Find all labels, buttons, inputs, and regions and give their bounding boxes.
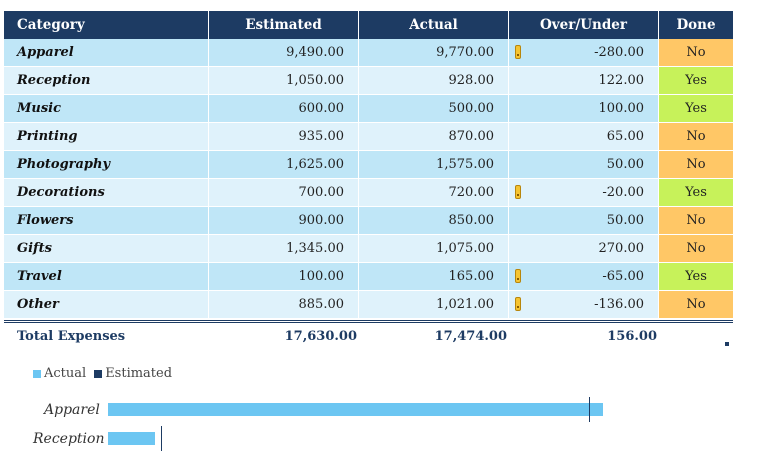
- table-row: Printing 935.00 870.00 65.00 No: [4, 123, 733, 151]
- cell-actual[interactable]: 500.00: [359, 95, 509, 123]
- cell-category[interactable]: Music: [4, 95, 209, 123]
- cell-over-under[interactable]: -65.00: [509, 263, 659, 291]
- cell-done[interactable]: No: [659, 207, 733, 235]
- table-row: Gifts 1,345.00 1,075.00 270.00 No: [4, 235, 733, 263]
- cell-estimated[interactable]: 9,490.00: [209, 39, 359, 67]
- total-estimated[interactable]: 17,630.00: [284, 328, 357, 344]
- cell-actual[interactable]: 720.00: [359, 179, 509, 207]
- cell-done[interactable]: No: [659, 123, 733, 151]
- cell-actual[interactable]: 9,770.00: [359, 39, 509, 67]
- expense-table: Category Estimated Actual Over/Under Don…: [4, 11, 733, 349]
- cell-over-under[interactable]: 122.00: [509, 67, 659, 95]
- table-resize-handle[interactable]: [725, 342, 729, 346]
- header-over-under[interactable]: Over/Under: [509, 11, 659, 39]
- warning-icon[interactable]: [515, 185, 521, 199]
- cell-over-under[interactable]: -280.00: [509, 39, 659, 67]
- cell-category[interactable]: Travel: [4, 263, 209, 291]
- table-row: Flowers 900.00 850.00 50.00 No: [4, 207, 733, 235]
- chart-category-label: Apparel: [44, 402, 100, 418]
- cell-over-under[interactable]: 50.00: [509, 207, 659, 235]
- warning-icon[interactable]: [515, 269, 521, 283]
- cell-done[interactable]: Yes: [659, 67, 733, 95]
- cell-category[interactable]: Photography: [4, 151, 209, 179]
- chart-marker-estimated[interactable]: [161, 426, 162, 451]
- legend-swatch-estimated: [94, 369, 103, 378]
- chart-bar-actual[interactable]: [108, 432, 155, 445]
- cell-category[interactable]: Printing: [4, 123, 209, 151]
- cell-over-under[interactable]: -20.00: [509, 179, 659, 207]
- table-row: Travel 100.00 165.00 -65.00 Yes: [4, 263, 733, 291]
- cell-over-under[interactable]: 270.00: [509, 235, 659, 263]
- total-actual[interactable]: 17,474.00: [434, 328, 507, 344]
- cell-done[interactable]: No: [659, 151, 733, 179]
- header-actual[interactable]: Actual: [359, 11, 509, 39]
- cell-estimated[interactable]: 1,050.00: [209, 67, 359, 95]
- cell-category[interactable]: Other: [4, 291, 209, 319]
- cell-category[interactable]: Apparel: [4, 39, 209, 67]
- cell-done[interactable]: No: [659, 235, 733, 263]
- cell-done[interactable]: No: [659, 291, 733, 319]
- cell-category[interactable]: Flowers: [4, 207, 209, 235]
- cell-actual[interactable]: 165.00: [359, 263, 509, 291]
- legend-label-estimated: Estimated: [105, 366, 173, 381]
- cell-category[interactable]: Reception: [4, 67, 209, 95]
- cell-actual[interactable]: 1,075.00: [359, 235, 509, 263]
- cell-actual[interactable]: 850.00: [359, 207, 509, 235]
- cell-over-under[interactable]: 65.00: [509, 123, 659, 151]
- warning-icon[interactable]: [515, 45, 521, 59]
- cell-category[interactable]: Decorations: [4, 179, 209, 207]
- cell-over-under[interactable]: -136.00: [509, 291, 659, 319]
- cell-over-under[interactable]: 100.00: [509, 95, 659, 123]
- warning-icon[interactable]: [515, 297, 521, 311]
- cell-done[interactable]: Yes: [659, 95, 733, 123]
- cell-actual[interactable]: 870.00: [359, 123, 509, 151]
- chart-marker-estimated[interactable]: [589, 397, 590, 422]
- cell-category[interactable]: Gifts: [4, 235, 209, 263]
- table-row: Apparel 9,490.00 9,770.00 -280.00 No: [4, 39, 733, 67]
- total-row: Total Expenses 17,630.00 17,474.00 156.0…: [4, 320, 733, 349]
- cell-estimated[interactable]: 1,345.00: [209, 235, 359, 263]
- cell-estimated[interactable]: 935.00: [209, 123, 359, 151]
- header-done[interactable]: Done: [676, 17, 716, 33]
- legend-label-actual: Actual: [44, 366, 87, 381]
- cell-estimated[interactable]: 600.00: [209, 95, 359, 123]
- cell-done[interactable]: No: [659, 39, 733, 67]
- chart-bar-actual[interactable]: [108, 403, 603, 416]
- cell-estimated[interactable]: 700.00: [209, 179, 359, 207]
- cell-estimated[interactable]: 885.00: [209, 291, 359, 319]
- header-estimated[interactable]: Estimated: [209, 11, 359, 39]
- header-category[interactable]: Category: [4, 11, 209, 39]
- total-over-under[interactable]: 156.00: [607, 328, 657, 344]
- table-row: Photography 1,625.00 1,575.00 50.00 No: [4, 151, 733, 179]
- cell-estimated[interactable]: 900.00: [209, 207, 359, 235]
- chart-category-label: Reception: [33, 431, 105, 447]
- cell-estimated[interactable]: 1,625.00: [209, 151, 359, 179]
- cell-actual[interactable]: 928.00: [359, 67, 509, 95]
- table-row: Other 885.00 1,021.00 -136.00 No: [4, 291, 733, 319]
- table-row: Reception 1,050.00 928.00 122.00 Yes: [4, 67, 733, 95]
- cell-estimated[interactable]: 100.00: [209, 263, 359, 291]
- legend-item-estimated: Estimated: [94, 366, 172, 381]
- total-done: [659, 323, 733, 349]
- total-label[interactable]: Total Expenses: [17, 328, 126, 344]
- table-header: Category Estimated Actual Over/Under Don…: [4, 11, 733, 39]
- cell-actual[interactable]: 1,575.00: [359, 151, 509, 179]
- cell-done[interactable]: Yes: [659, 263, 733, 291]
- legend-swatch-actual: [33, 369, 41, 378]
- table-row: Decorations 700.00 720.00 -20.00 Yes: [4, 179, 733, 207]
- cell-actual[interactable]: 1,021.00: [359, 291, 509, 319]
- legend-item-actual: Actual: [33, 366, 86, 381]
- table-body: Apparel 9,490.00 9,770.00 -280.00 No Receptio…: [4, 39, 733, 319]
- cell-over-under[interactable]: 50.00: [509, 151, 659, 179]
- chart-legend: Actual Estimated: [33, 366, 172, 381]
- cell-done[interactable]: Yes: [659, 179, 733, 207]
- table-row: Music 600.00 500.00 100.00 Yes: [4, 95, 733, 123]
